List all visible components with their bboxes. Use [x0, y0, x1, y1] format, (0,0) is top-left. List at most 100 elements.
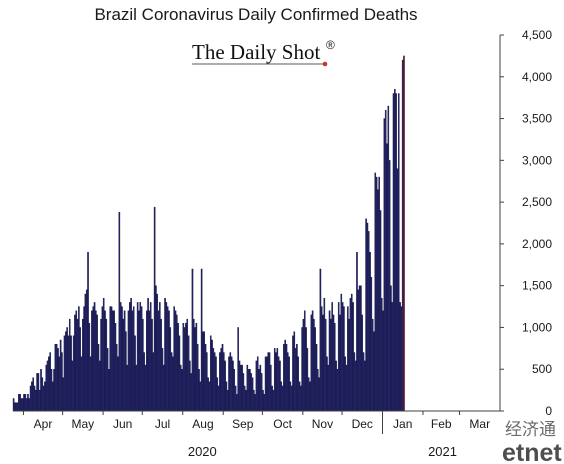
bar — [326, 356, 328, 412]
bar — [350, 293, 353, 412]
bar — [67, 335, 70, 412]
bar — [134, 335, 136, 412]
bar — [20, 398, 23, 412]
y-tick-label: 0 — [545, 404, 552, 418]
bar — [166, 306, 169, 412]
bar — [300, 385, 302, 412]
bar — [100, 318, 102, 412]
bar — [349, 298, 352, 412]
x-tick-label: Apr — [34, 417, 53, 431]
bar — [84, 293, 87, 412]
bar — [72, 335, 75, 412]
brand-logo: The Daily Shot ® — [192, 38, 335, 67]
bar — [298, 381, 301, 412]
bar — [241, 364, 243, 412]
bar — [25, 398, 28, 412]
bar — [370, 277, 373, 412]
x-tick-label: Jun — [113, 417, 132, 431]
bar — [270, 364, 272, 412]
bar — [391, 302, 394, 412]
bar — [354, 360, 357, 412]
bar — [255, 360, 258, 412]
bar — [280, 381, 283, 412]
bar — [386, 143, 388, 412]
bar — [212, 348, 215, 412]
bar — [117, 356, 119, 412]
bar — [256, 356, 259, 412]
bar — [253, 389, 255, 412]
bar — [130, 298, 132, 412]
bar — [105, 318, 108, 412]
bar — [387, 105, 390, 412]
bar — [215, 356, 217, 412]
bar — [186, 318, 189, 412]
bar — [173, 306, 175, 412]
bar — [348, 318, 350, 412]
bar — [229, 352, 232, 412]
bar — [75, 310, 78, 412]
bar — [294, 348, 297, 412]
bar — [318, 377, 320, 412]
bar — [138, 310, 140, 412]
bar — [42, 385, 45, 412]
bar — [221, 343, 224, 412]
bar — [396, 168, 399, 412]
bar — [149, 302, 152, 412]
bar — [273, 348, 276, 412]
bar — [377, 189, 379, 412]
bar — [181, 369, 183, 412]
bar — [399, 302, 401, 412]
bar — [176, 314, 178, 412]
bar — [198, 369, 200, 412]
bar — [80, 356, 83, 412]
bar — [139, 302, 142, 412]
bar — [147, 298, 149, 412]
bar — [121, 306, 123, 412]
x-tick-label: Sep — [232, 417, 254, 431]
bar — [364, 360, 366, 412]
bar — [384, 110, 387, 412]
bar — [148, 310, 151, 412]
bar — [15, 402, 17, 412]
bar — [392, 93, 395, 412]
bar — [306, 348, 309, 412]
bar — [102, 298, 105, 412]
bar — [18, 394, 20, 412]
bar — [224, 360, 226, 412]
bar — [288, 356, 290, 412]
y-axis: 0 500 1,000 1,500 2,000 2,500 3,000 3,500 4,000 4… — [499, 28, 552, 418]
bar — [277, 356, 280, 412]
bar — [114, 323, 117, 412]
bar — [264, 356, 267, 412]
bar — [85, 289, 88, 412]
chart-title: Brazil Coronavirus Daily Confirmed Death… — [94, 5, 417, 24]
bar — [330, 318, 332, 412]
bar — [131, 310, 134, 412]
watermark-chinese: 经济通 — [505, 420, 556, 440]
bar — [334, 323, 336, 412]
bar — [327, 364, 330, 412]
bar — [204, 343, 207, 412]
bar — [357, 289, 360, 412]
x-tick-label: May — [72, 417, 95, 431]
bar — [35, 389, 37, 412]
bar — [382, 310, 384, 412]
bar — [106, 348, 109, 412]
bar — [55, 343, 58, 412]
bar — [136, 302, 139, 412]
bar — [32, 377, 34, 412]
bar — [153, 206, 156, 412]
bar — [400, 306, 403, 412]
bar — [38, 389, 41, 412]
bar — [74, 314, 76, 412]
bar — [237, 327, 239, 412]
bar — [190, 373, 192, 412]
bar — [98, 360, 101, 412]
bar — [57, 348, 59, 412]
bar — [135, 364, 138, 412]
bar — [51, 381, 54, 412]
bar — [268, 352, 271, 412]
bar — [44, 381, 46, 412]
bar — [159, 302, 161, 412]
